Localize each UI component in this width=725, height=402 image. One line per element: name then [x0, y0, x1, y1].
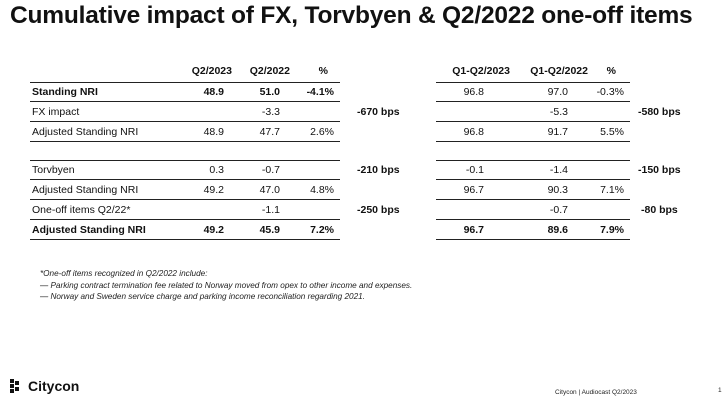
table-row: -0.7 — [436, 200, 630, 220]
cell-value: -0.1 — [465, 164, 484, 176]
row-label: Adjusted Standing NRI — [32, 183, 139, 196]
torvbyen-bps-impact-ytd: -150 bps — [638, 164, 681, 176]
cell-value: 48.9 — [203, 86, 224, 98]
oneoff-bps-impact-ytd: -80 bps — [641, 204, 678, 216]
fx-bps-impact-ytd: -580 bps — [638, 106, 681, 118]
cell-value: -5.3 — [549, 105, 568, 118]
table-header-row: Q2/2023 Q2/2022 % — [30, 60, 340, 82]
cell-value: 4.8% — [310, 183, 334, 196]
cell-value: -1.4 — [549, 164, 568, 176]
cell-value — [582, 161, 624, 179]
table-row: -5.3 — [436, 102, 630, 122]
cell-value — [180, 102, 224, 121]
citycon-logo-icon — [10, 379, 19, 393]
cell-value: 96.7 — [463, 223, 484, 236]
logo-text: Citycon — [28, 378, 80, 394]
cell-value: 49.2 — [203, 223, 224, 236]
cell-value — [436, 102, 484, 121]
cell-value: 47.0 — [259, 183, 280, 196]
table-row: One-off items Q2/22* -1.1 — [30, 200, 340, 220]
cell-value: 89.6 — [547, 223, 568, 236]
cell-value: 90.3 — [547, 183, 568, 196]
column-header: Q2/2023 — [191, 65, 232, 77]
table-row: Adjusted Standing NRI 48.9 47.7 2.6% — [30, 122, 340, 142]
table-row: FX impact -3.3 — [30, 102, 340, 122]
fx-bps-impact: -670 bps — [357, 106, 400, 118]
row-label: Torvbyen — [32, 164, 75, 176]
cell-value — [582, 200, 624, 219]
cell-value: -4.1% — [306, 86, 334, 98]
cell-value: -3.3 — [261, 105, 280, 118]
cell-value — [292, 161, 334, 179]
footnote: *One-off items recognized in Q2/2022 inc… — [40, 268, 412, 303]
cell-value: -0.7 — [549, 203, 568, 216]
cell-value: 5.5% — [600, 125, 624, 138]
cell-value: 7.9% — [600, 223, 624, 236]
quarter-table: Q2/2023 Q2/2022 % Standing NRI 48.9 51.0… — [30, 60, 340, 240]
column-header: % — [318, 65, 328, 77]
cell-value — [292, 102, 334, 121]
page-title: Cumulative impact of FX, Torvbyen & Q2/2… — [10, 2, 693, 29]
footnote-item: — Parking contract termination fee relat… — [40, 280, 413, 290]
cell-value: -0.3% — [596, 86, 624, 98]
cell-value: 51.0 — [259, 86, 280, 98]
table-row: 96.7 90.3 7.1% — [436, 180, 630, 200]
torvbyen-bps-impact: -210 bps — [357, 164, 400, 176]
column-header: Q1-Q2/2023 — [452, 65, 510, 77]
footnote-heading: *One-off items recognized in Q2/2022 inc… — [40, 269, 208, 278]
table-row: Torvbyen 0.3 -0.7 — [30, 160, 340, 180]
table-row: 96.8 97.0 -0.3% — [436, 82, 630, 102]
row-label: One-off items Q2/22* — [32, 203, 131, 216]
row-label: Adjusted Standing NRI — [32, 125, 139, 138]
cell-value: 2.6% — [310, 125, 334, 138]
cell-value — [292, 200, 334, 219]
cell-value: 7.2% — [310, 223, 334, 236]
cell-value: 96.8 — [463, 125, 484, 138]
column-header: % — [606, 65, 616, 77]
cell-value: 97.0 — [547, 86, 568, 98]
cell-value: 96.8 — [463, 86, 484, 98]
cell-value — [582, 102, 624, 121]
cell-value: 96.7 — [463, 183, 484, 196]
cell-value: 45.9 — [259, 223, 280, 236]
cell-value: 47.7 — [259, 125, 280, 138]
cell-value: 48.9 — [203, 125, 224, 138]
row-label: FX impact — [32, 105, 80, 118]
footer-caption: Citycon | Audiocast Q2/2023 — [555, 389, 637, 396]
cell-value: 49.2 — [203, 183, 224, 196]
cell-value: -0.7 — [261, 164, 280, 176]
cell-value: -1.1 — [261, 203, 280, 216]
table-row: Adjusted Standing NRI 49.2 47.0 4.8% — [30, 180, 340, 200]
table-row: -0.1 -1.4 — [436, 160, 630, 180]
footnote-item: — Norway and Sweden service charge and p… — [40, 292, 365, 301]
table-row: Standing NRI 48.9 51.0 -4.1% — [30, 82, 340, 102]
table-row: 96.8 91.7 5.5% — [436, 122, 630, 142]
half-year-table: Q1-Q2/2023 Q1-Q2/2022 % 96.8 97.0 -0.3% … — [436, 60, 630, 240]
table-row: Adjusted Standing NRI 49.2 45.9 7.2% — [30, 220, 340, 240]
citycon-logo: Citycon — [10, 378, 79, 394]
cell-value: 91.7 — [547, 125, 568, 138]
table-row: 96.7 89.6 7.9% — [436, 220, 630, 240]
cell-value — [436, 200, 484, 219]
column-header: Q2/2022 — [249, 65, 290, 77]
table-header-row: Q1-Q2/2023 Q1-Q2/2022 % — [436, 60, 630, 82]
cell-value: 0.3 — [209, 164, 224, 176]
cell-value: 7.1% — [600, 183, 624, 196]
cell-value — [180, 200, 224, 219]
oneoff-bps-impact: -250 bps — [357, 204, 400, 216]
page-number: 1 — [718, 387, 722, 394]
column-header: Q1-Q2/2022 — [530, 65, 588, 77]
row-label: Adjusted Standing NRI — [32, 223, 146, 236]
row-label: Standing NRI — [32, 86, 98, 98]
